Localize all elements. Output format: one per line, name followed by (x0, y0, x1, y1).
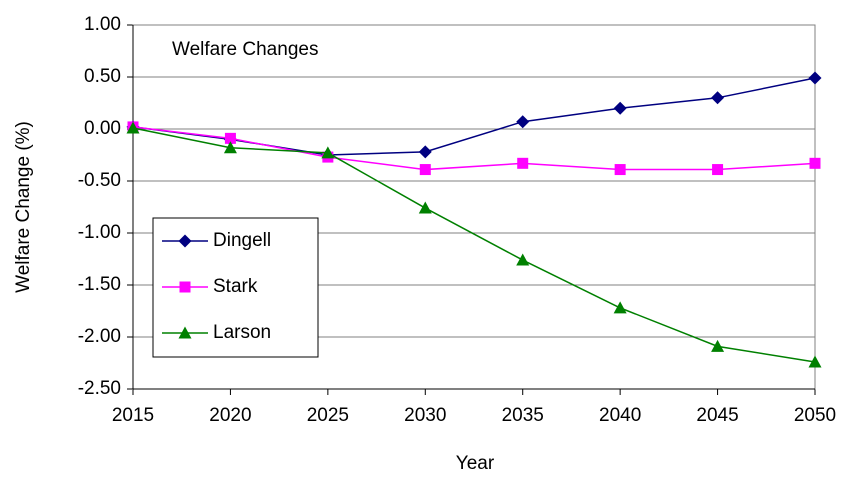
y-tick-label: -0.50 (78, 170, 121, 191)
legend-label: Stark (213, 276, 258, 297)
marker (418, 145, 432, 159)
x-tick-label: 2020 (209, 405, 251, 426)
legend-label: Dingell (213, 230, 271, 251)
marker (809, 157, 821, 169)
marker (808, 355, 822, 368)
marker (126, 121, 140, 134)
legend-marker (178, 326, 192, 339)
marker (711, 91, 725, 105)
x-tick-label: 2040 (599, 405, 641, 426)
legend-marker (178, 234, 192, 248)
marker (613, 101, 627, 115)
marker (613, 301, 627, 314)
x-tick-label: 2050 (794, 405, 836, 426)
marker (223, 141, 237, 154)
legend-marker (179, 281, 191, 293)
x-tick-label: 2015 (112, 405, 154, 426)
x-tick-label: 2035 (502, 405, 544, 426)
marker (516, 253, 530, 266)
x-axis-label: Year (456, 453, 495, 474)
y-axis-label: Welfare Change (%) (13, 121, 34, 293)
marker (516, 115, 530, 129)
y-tick-label: -1.50 (78, 274, 121, 295)
x-tick-label: 2025 (307, 405, 349, 426)
y-tick-label: 0.50 (84, 66, 121, 87)
y-tick-label: 0.00 (84, 118, 121, 139)
marker (321, 146, 335, 159)
x-tick-label: 2030 (404, 405, 446, 426)
legend-label: Larson (213, 322, 271, 343)
marker (808, 71, 822, 85)
series-line (132, 127, 816, 363)
marker (517, 157, 529, 169)
marker (419, 164, 431, 176)
y-tick-label: -1.00 (78, 222, 121, 243)
x-tick-label: 2045 (696, 405, 738, 426)
y-tick-label: -2.00 (78, 326, 121, 347)
series-line (132, 126, 816, 171)
marker (712, 164, 724, 176)
y-tick-label: -2.50 (78, 378, 121, 399)
marker (224, 132, 236, 144)
y-tick-label: 1.00 (84, 14, 121, 35)
chart-title: Welfare Changes (172, 39, 318, 60)
marker (711, 339, 725, 352)
marker (614, 164, 626, 176)
marker (418, 201, 432, 214)
